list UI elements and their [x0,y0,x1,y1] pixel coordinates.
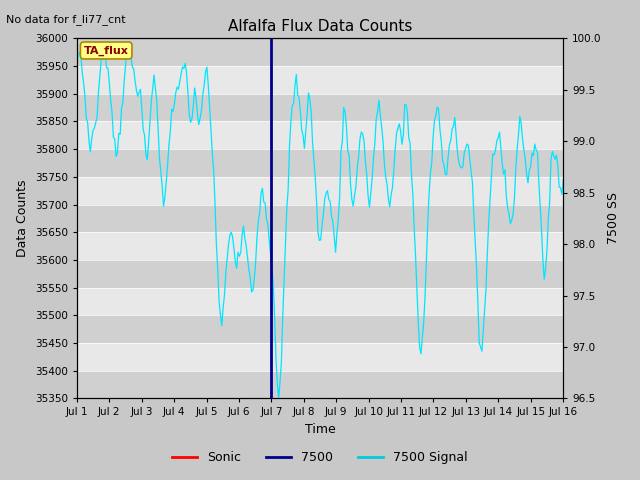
Bar [77,149,563,177]
Bar [77,121,563,149]
Bar [77,260,563,288]
Bar [77,371,563,398]
Bar [77,177,563,204]
Text: TA_flux: TA_flux [84,45,129,56]
X-axis label: Time: Time [305,423,335,436]
Bar [77,94,563,121]
Text: No data for f_li77_cnt: No data for f_li77_cnt [6,14,126,25]
Bar [77,343,563,371]
Bar [77,66,563,94]
Bar [77,232,563,260]
Bar [77,204,563,232]
Title: Alfalfa Flux Data Counts: Alfalfa Flux Data Counts [228,20,412,35]
Y-axis label: Data Counts: Data Counts [16,180,29,257]
Bar [77,38,563,66]
Bar [77,315,563,343]
Y-axis label: 7500 SS: 7500 SS [607,192,620,244]
Bar [77,288,563,315]
Legend: Sonic, 7500, 7500 Signal: Sonic, 7500, 7500 Signal [167,446,473,469]
